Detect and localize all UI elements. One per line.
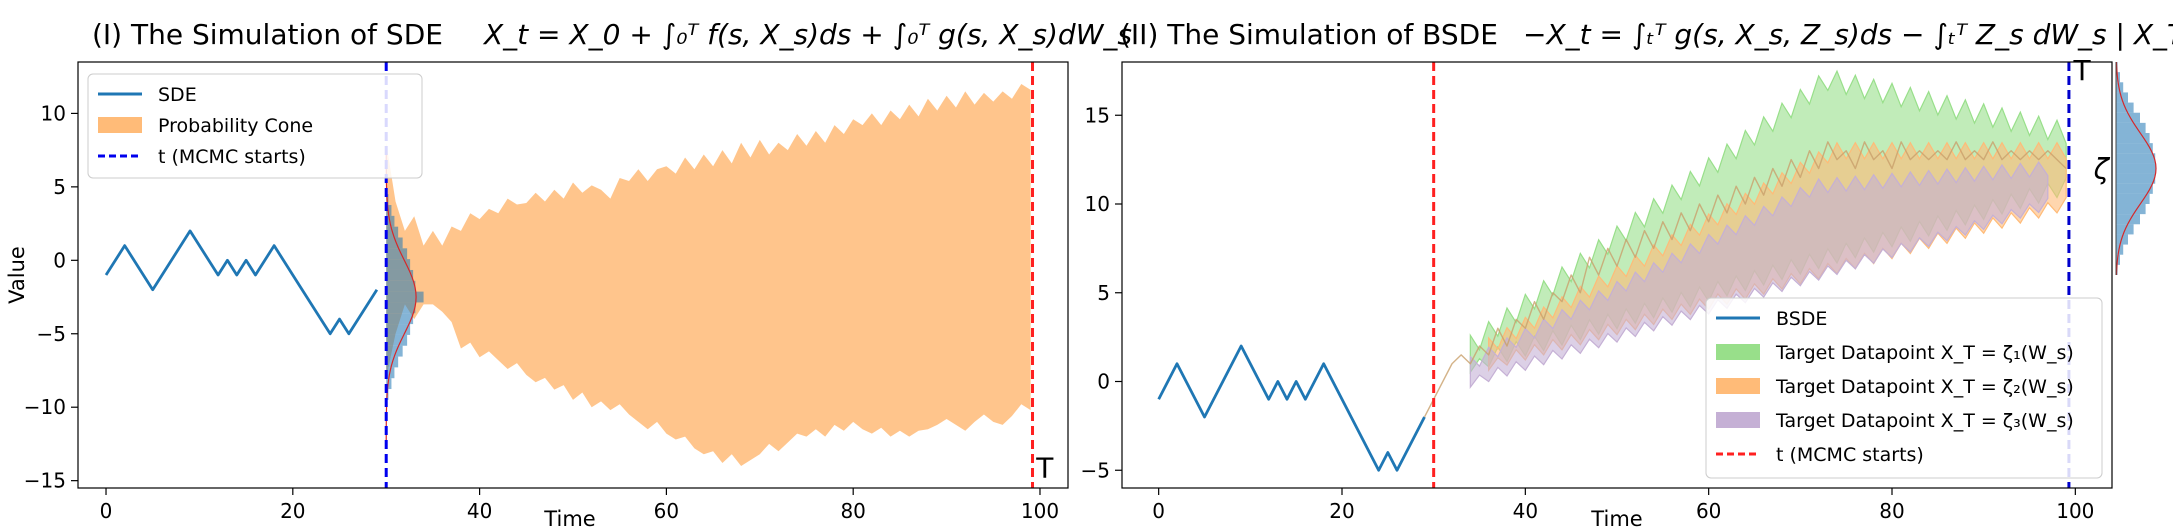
x-axis-label: Time [1590, 507, 1642, 528]
bsde-path-line [1157, 344, 1426, 472]
y-tick-label: 5 [1097, 281, 1110, 305]
density-hist-bar [386, 324, 411, 335]
chart-title-math: −X_t = ∫ₜᵀ g(s, X_s, Z_s)ds − ∫ₜᵀ Z_s dW… [1523, 18, 2173, 51]
density-hist-bar [386, 269, 414, 281]
density-hist-bar [386, 280, 416, 292]
chart-title-math: X_t = X_0 + ∫₀ᵀ f(s, X_s)ds + ∫₀ᵀ g(s, X… [482, 18, 1132, 51]
legend-label: Probability Cone [158, 115, 313, 137]
x-tick-label: 20 [280, 499, 305, 523]
legend-swatch-patch [1716, 412, 1760, 428]
chart-title-prefix: (I) The Simulation of SDE [92, 18, 443, 51]
y-tick-label: 15 [1085, 103, 1110, 127]
density-curve [385, 150, 417, 444]
x-tick-label: 40 [1513, 499, 1538, 523]
terminal-T-annotation: T [1035, 452, 1054, 485]
legend-label: Target Datapoint X_T = ζ₃(W_s) [1775, 410, 2074, 432]
density-hist-bar [386, 248, 408, 260]
density-hist-bar [386, 237, 403, 249]
y-tick-label: −15 [24, 469, 66, 493]
x-tick-label: 100 [2056, 499, 2094, 523]
side-hist-bar [2116, 133, 2150, 144]
x-tick-label: 80 [1879, 499, 1904, 523]
legend-swatch-patch [1716, 344, 1760, 360]
legend-box [87, 73, 423, 179]
zeta-annotation: ζ [2093, 153, 2111, 186]
target-band-3 [1469, 160, 2049, 389]
legend-label: SDE [158, 84, 197, 106]
density-hist-bar [386, 313, 414, 325]
legend-swatch-patch [98, 117, 142, 133]
side-hist-bar [2116, 244, 2124, 255]
y-tick-label: 5 [53, 175, 66, 199]
side-hist-bar [2116, 112, 2140, 123]
y-tick-label: −5 [37, 322, 66, 346]
y-axis-label: Value [5, 246, 29, 304]
x-tick-label: 100 [1021, 499, 1059, 523]
plot-frame [77, 61, 1069, 489]
density-hist-bar [386, 334, 408, 346]
side-hist-bar [2116, 153, 2156, 164]
legend: SDE Probability Cone t (MCMC starts) [87, 73, 423, 179]
y-tick-label: −5 [1081, 458, 1110, 482]
y-tick-label: 10 [41, 101, 66, 125]
legend-label: Target Datapoint X_T = ζ₁(W_s) [1775, 342, 2074, 364]
legend: BSDE Target Datapoint X_T = ζ₁(W_s) Target… [1705, 297, 2103, 479]
side-hist-bar [2116, 183, 2153, 194]
y-tick-label: 0 [53, 248, 66, 272]
density-hist-bar [386, 259, 411, 270]
x-tick-label: 60 [1696, 499, 1721, 523]
x-tick-label: 40 [467, 499, 492, 523]
y-tick-label: 10 [1085, 192, 1110, 216]
plot-frame [1121, 61, 2113, 489]
legend-label: BSDE [1776, 308, 1827, 330]
x-tick-label: 20 [1329, 499, 1354, 523]
legend-box [1705, 297, 2103, 479]
side-hist-bar [2116, 122, 2146, 133]
legend-label: t (MCMC starts) [1776, 444, 1924, 466]
side-hist-bar [2116, 173, 2156, 184]
probability-cone [386, 84, 1031, 466]
density-hist-bar [386, 205, 392, 216]
density-hist-bar [386, 378, 392, 390]
bsde-forward-path-line [1423, 141, 2067, 418]
x-tick-label: 60 [654, 499, 679, 523]
side-hist-bar [2116, 204, 2146, 215]
x-tick-label: 0 [1152, 499, 1165, 523]
panel-bsde: 0 20 40 60 80 100 −5 0 5 10 15 Time (II) The Simulat… [1081, 18, 2173, 528]
density-hist-bar [386, 345, 403, 357]
side-hist-bar [2116, 214, 2140, 225]
legend-label: Target Datapoint X_T = ζ₂(W_s) [1775, 376, 2074, 398]
density-hist-bar [386, 291, 424, 303]
side-density-curve [2115, 61, 2157, 276]
x-tick-label: 80 [840, 499, 865, 523]
side-hist-bar [2116, 163, 2156, 174]
density-hist-bar [386, 302, 416, 314]
side-hist-bar [2116, 143, 2153, 154]
legend-label: t (MCMC starts) [158, 146, 306, 168]
y-tick-label: 0 [1097, 370, 1110, 394]
side-hist-bar [2116, 82, 2124, 93]
terminal-T-annotation: T [2073, 54, 2092, 87]
y-tick-label: −10 [24, 395, 66, 419]
x-axis-label: Time [543, 507, 595, 528]
legend-swatch-patch [1716, 378, 1760, 394]
chart-title-prefix: (II) The Simulation of BSDE [1120, 18, 1498, 51]
x-tick-label: 0 [100, 499, 113, 523]
sde-path-line [104, 229, 379, 336]
side-hist-bar [2116, 193, 2150, 204]
